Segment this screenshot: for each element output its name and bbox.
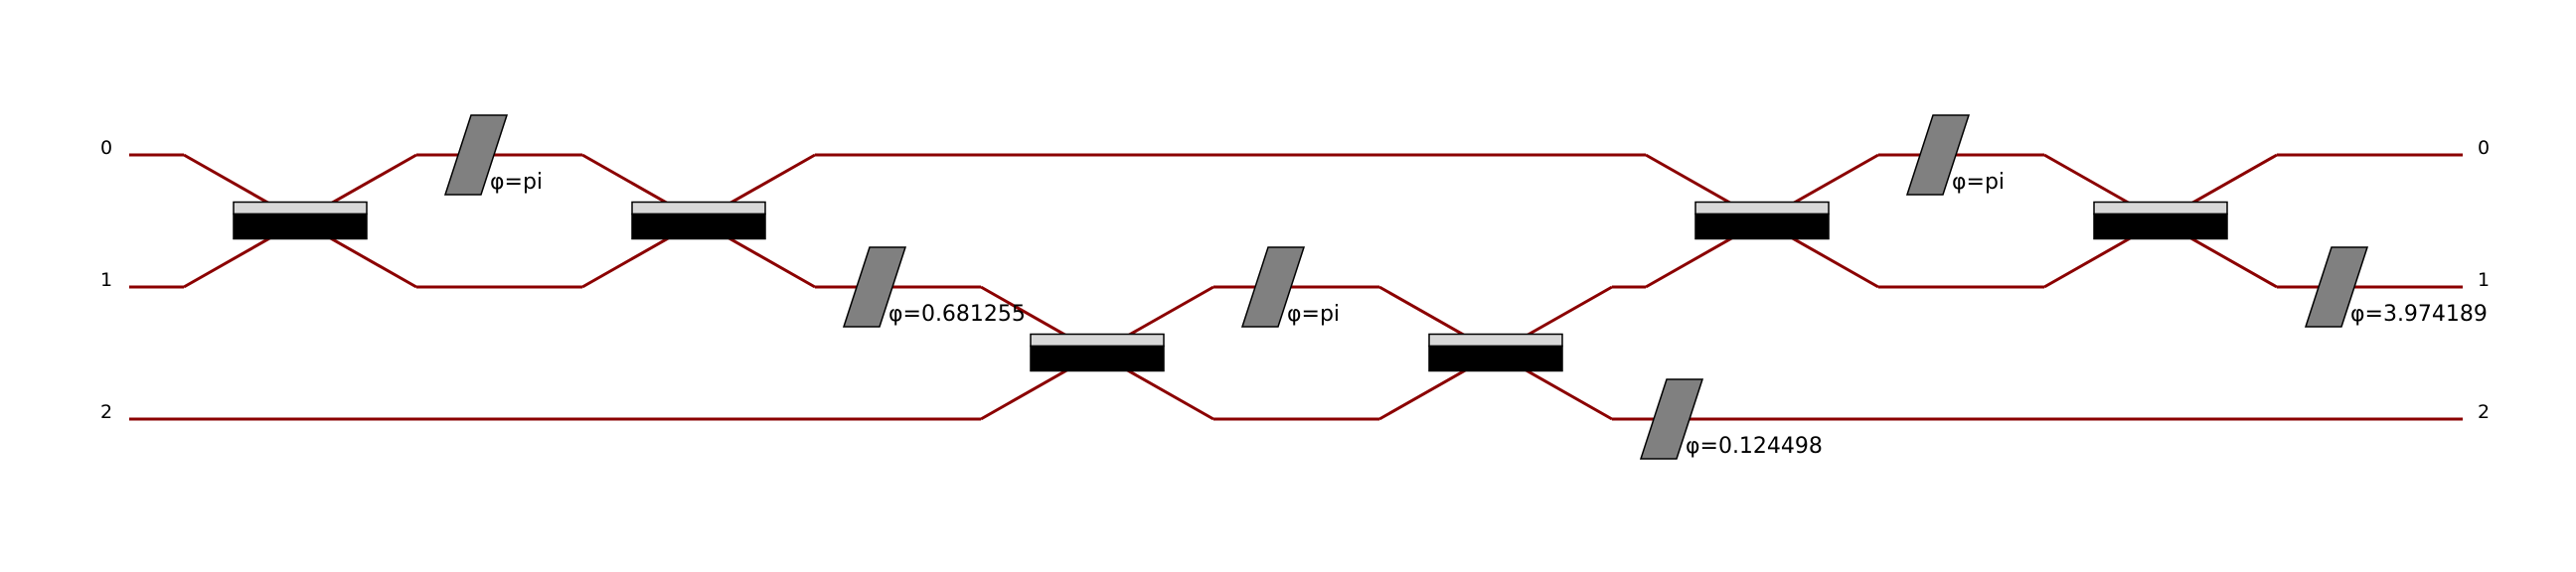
phase-shifter-label: φ=pi (490, 170, 543, 195)
beam-splitter (631, 201, 766, 240)
phase-shifter-icon (1240, 246, 1306, 328)
phase-shifter: φ=pi (1905, 114, 2005, 196)
mode-label-left: 0 (100, 137, 112, 159)
phase-shifter: φ=0.681255 (842, 246, 1026, 328)
phase-shifter-icon (443, 114, 509, 196)
phase-shifter-icon (842, 246, 907, 328)
phase-shifter: φ=3.974189 (2304, 246, 2488, 328)
beam-splitter (1694, 201, 1830, 240)
phase-shifter-label: φ=3.974189 (2350, 302, 2488, 327)
mode-label-right: 2 (2478, 401, 2490, 423)
beam-splitter-body (631, 213, 766, 240)
beam-splitter (233, 201, 368, 240)
beam-splitter-body (1428, 345, 1563, 372)
beam-splitter-top (2093, 201, 2228, 215)
phase-shifter-icon (2304, 246, 2369, 328)
phase-shifter: φ=pi (443, 114, 543, 196)
beam-splitter-top (1428, 333, 1563, 348)
beam-splitter (2093, 201, 2228, 240)
phase-shifter-icon (1905, 114, 1971, 196)
phase-shifter-label: φ=0.681255 (888, 302, 1026, 327)
beam-splitter (1428, 333, 1563, 372)
beam-splitter-top (233, 201, 368, 215)
beam-splitter (1030, 333, 1165, 372)
phase-shifter-label: φ=pi (1952, 170, 2005, 195)
beam-splitter-body (1694, 213, 1830, 240)
phase-shifter-icon (1639, 378, 1704, 460)
beam-splitter-body (1030, 345, 1165, 372)
phase-shifter-label: φ=pi (1287, 302, 1340, 327)
phase-shifter-label: φ=0.124498 (1686, 434, 1823, 459)
mode-label-left: 1 (100, 269, 112, 291)
mode-label-right: 0 (2478, 137, 2490, 159)
beam-splitter-top (1694, 201, 1830, 215)
mode-label-right: 1 (2478, 269, 2490, 291)
beam-splitter-body (233, 213, 368, 240)
beam-splitter-top (631, 201, 766, 215)
mode-label-left: 2 (100, 401, 112, 423)
beam-splitter-top (1030, 333, 1165, 348)
components: φ=pi φ=0.681255 φ=pi φ=0.124498 φ=pi φ=3.9741… (233, 114, 2488, 460)
mode-labels: 0 1 2 0 1 2 (100, 137, 2490, 423)
phase-shifter: φ=pi (1240, 246, 1340, 328)
phase-shifter: φ=0.124498 (1639, 378, 1823, 460)
beam-splitter-body (2093, 213, 2228, 240)
